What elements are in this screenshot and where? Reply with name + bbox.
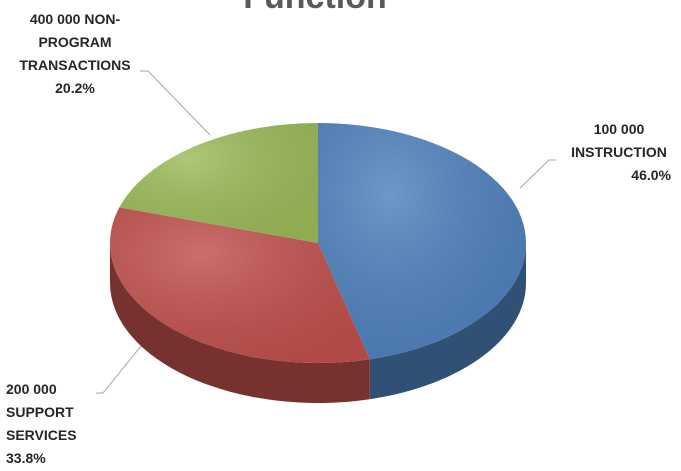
slice-label-line: INSTRUCTION [571, 144, 667, 160]
slice-side-1 [109, 243, 370, 404]
slice-label-line: SUPPORT [6, 404, 74, 420]
slice-label-line: 100 000 [593, 121, 645, 137]
slice-label-line: 400 000 NON- [29, 11, 121, 27]
slice-label-non-program-transactions: 400 000 NON- PROGRAM TRANSACTIONS 20.2% [0, 8, 150, 100]
slice-side-0 [369, 243, 526, 400]
slice-label-support-services: 200 000 SUPPORT SERVICES 33.8% [6, 378, 96, 470]
leader-lines [96, 70, 556, 394]
slice-label-instruction: 100 000 INSTRUCTION 46.0% [559, 118, 679, 187]
slice-percent: 20.2% [55, 80, 95, 96]
leader-line-0 [519, 159, 556, 189]
chart-title: Function [150, 0, 480, 17]
slice-highlight-2 [119, 123, 318, 243]
slice-percent: 46.0% [631, 167, 671, 183]
slice-label-line: PROGRAM [38, 34, 112, 50]
slice-label-line: 200 000 [6, 381, 57, 397]
slice-tops [109, 123, 527, 364]
slice-sides [109, 243, 526, 404]
slice-highlight-1 [109, 207, 370, 364]
leader-line-2 [140, 70, 211, 136]
slice-label-line: TRANSACTIONS [19, 57, 131, 73]
slice-highlight-0 [318, 123, 527, 360]
slice-percent: 33.8% [6, 450, 46, 466]
slice-label-line: SERVICES [6, 427, 77, 443]
leader-line-1 [96, 334, 151, 394]
